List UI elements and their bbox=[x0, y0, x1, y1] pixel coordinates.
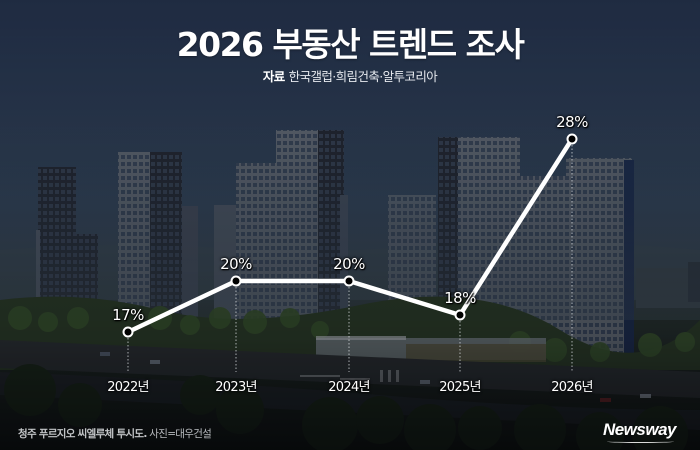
data-point-markers bbox=[122, 133, 578, 338]
value-label-2023: 20% bbox=[220, 255, 252, 273]
year-label-2024: 2024년 bbox=[328, 380, 370, 395]
photo-caption: 청주 푸르지오 씨엘루체 투시도. 사진=대우건설 bbox=[18, 426, 212, 441]
newsway-logo: Newsway bbox=[602, 420, 677, 443]
chart-source: 자료 한국갤럽·희림건축·알투코리아 bbox=[0, 66, 700, 85]
data-point-marker bbox=[566, 133, 578, 145]
trend-line bbox=[125, 136, 575, 335]
value-label-2026: 28% bbox=[556, 113, 588, 131]
data-point-marker bbox=[230, 275, 242, 287]
caption-title: 청주 푸르지오 씨엘루체 투시도. bbox=[18, 428, 147, 440]
drop-lines bbox=[127, 145, 573, 372]
source-text: 한국갤럽·희림건축·알투코리아 bbox=[288, 69, 438, 84]
year-label-2022: 2022년 bbox=[107, 380, 149, 395]
year-label-2025: 2025년 bbox=[439, 380, 481, 395]
chart-title: 2026 부동산 트렌드 조사 bbox=[176, 25, 525, 64]
caption-credit: 사진=대우건설 bbox=[146, 428, 212, 440]
data-point-marker bbox=[343, 275, 355, 287]
value-label-2024: 20% bbox=[333, 255, 365, 273]
year-label-2026: 2026년 bbox=[551, 380, 593, 395]
source-label: 자료 bbox=[262, 69, 285, 84]
data-point-marker bbox=[454, 309, 466, 321]
value-label-2022: 17% bbox=[112, 306, 144, 324]
data-point-marker bbox=[122, 326, 134, 338]
value-label-2025: 18% bbox=[444, 289, 476, 307]
year-label-2023: 2023년 bbox=[215, 380, 257, 395]
